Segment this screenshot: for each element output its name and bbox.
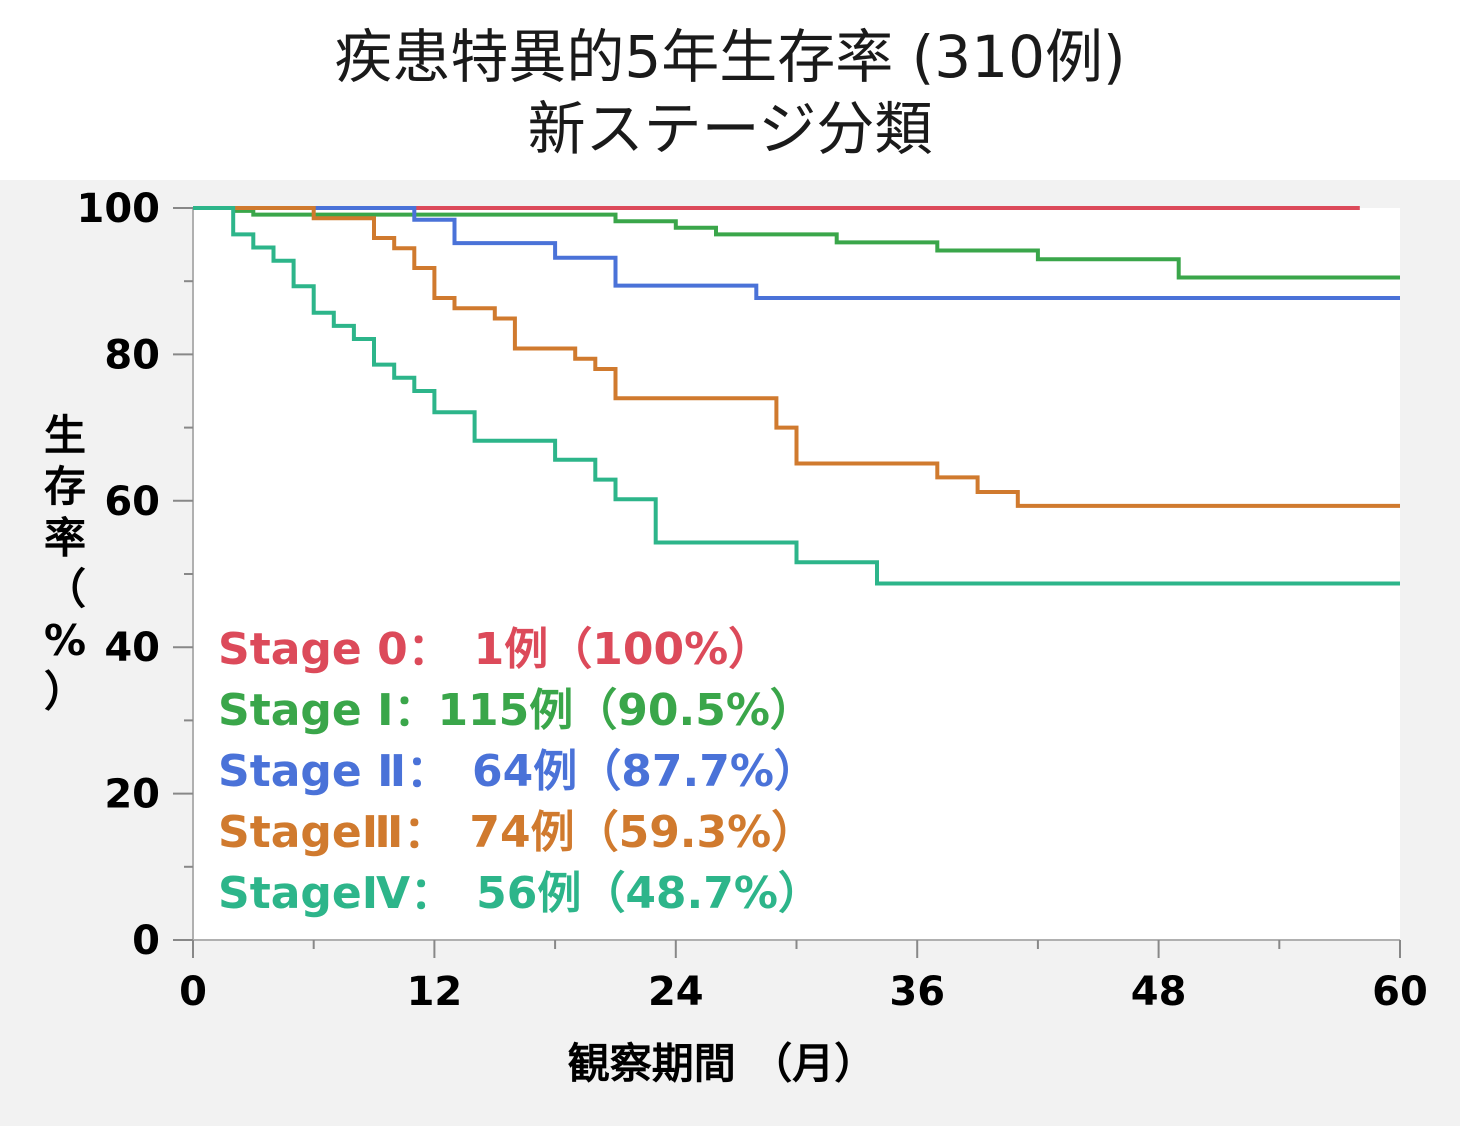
y-axis-title: 生存率（%） (44, 411, 86, 716)
chart-subtitle: 新ステージ分類 (527, 95, 933, 163)
chart-title: 疾患特異的5年生存率 (310例) (334, 23, 1126, 91)
y-tick-label: 80 (104, 332, 160, 378)
legend-item-2: Stage Ⅱ： 64例（87.7%） (218, 746, 818, 797)
x-tick-label: 12 (407, 969, 463, 1015)
series-line-3 (193, 206, 1400, 508)
x-axis-title: 観察期間 （月） (568, 1039, 877, 1088)
series-line-2 (193, 206, 1400, 300)
chart-area: 0 20 40 60 80 100 0 12 24 36 48 60 Stage 0： 1例（100%）… (0, 180, 1460, 1126)
series-line-1 (193, 206, 1400, 280)
y-tick-label: 100 (77, 186, 161, 232)
y-tick-label: 60 (104, 479, 160, 525)
x-tick-label: 0 (179, 969, 207, 1015)
x-tick-label: 60 (1372, 969, 1428, 1015)
legend-item-0: Stage 0： 1例（100%） (218, 624, 772, 675)
y-tick-label: 40 (104, 625, 160, 671)
series-line-4 (193, 206, 1400, 586)
x-tick-label: 36 (889, 969, 945, 1015)
x-tick-label: 24 (648, 969, 704, 1015)
legend-item-3: StageⅢ： 74例（59.3%） (218, 807, 815, 858)
survival-chart: 0 20 40 60 80 100 0 12 24 36 48 60 Stage 0： 1例（100%）… (44, 186, 1428, 1088)
plot-background (193, 208, 1400, 940)
legend-item-4: StageⅣ： 56例（48.7%） (218, 868, 822, 919)
x-tick-label: 48 (1131, 969, 1187, 1015)
legend-item-1: Stage Ⅰ：115例（90.5%） (218, 685, 814, 736)
y-tick-label: 0 (132, 918, 160, 964)
title-block: 疾患特異的5年生存率 (310例) 新ステージ分類 (0, 0, 1460, 180)
y-tick-label: 20 (104, 772, 160, 818)
